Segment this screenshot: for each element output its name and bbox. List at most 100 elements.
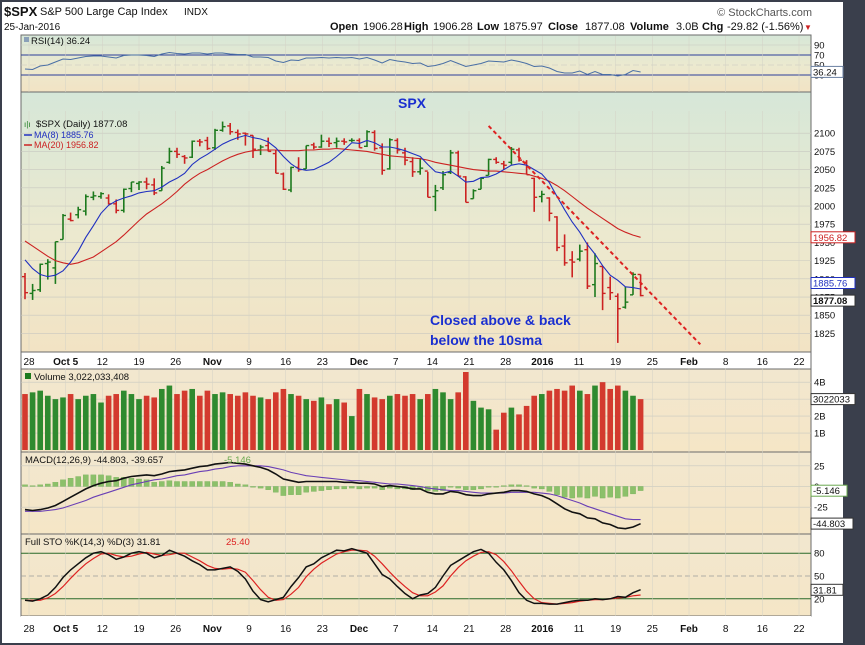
rsi-line — [24, 51, 641, 77]
volume-bar — [227, 394, 233, 450]
x-tick-label: 26 — [170, 357, 182, 368]
macd-histogram-bar — [181, 481, 188, 487]
price-bar — [508, 147, 515, 165]
macd-histogram-bar — [516, 484, 522, 487]
price-bar — [310, 142, 317, 150]
volume-bar — [311, 400, 317, 450]
macd-histogram-bar — [607, 486, 613, 498]
price-bar — [447, 149, 454, 174]
macd-histogram-bar — [349, 486, 355, 489]
price-tick-label: 2050 — [814, 165, 835, 176]
volume-bar — [181, 390, 188, 450]
price-bar — [250, 134, 256, 158]
macd-histogram-bar — [303, 486, 309, 493]
macd-histogram-bar — [113, 477, 119, 487]
price-bar — [424, 170, 431, 198]
volume-bar — [197, 395, 203, 450]
volume-bar — [295, 395, 302, 450]
volume-plot — [22, 372, 644, 450]
x-tick-label: 25 — [647, 624, 659, 635]
volume-bar — [615, 385, 621, 450]
price-legend-main: $SPX (Daily) 1877.08 — [36, 119, 127, 130]
price-bar — [470, 189, 477, 200]
volume-bar — [371, 397, 378, 450]
price-bar — [120, 188, 127, 213]
ma20-value-badge: 1956.82 — [810, 231, 856, 244]
price-tick-label: 2075 — [814, 147, 835, 158]
macd-histogram-bar — [250, 486, 256, 488]
price-bar — [52, 240, 59, 284]
volume-bar — [379, 399, 385, 450]
macd-value-badge: -44.803 — [810, 517, 854, 530]
chart-date: 25-Jan-2016 — [4, 22, 61, 33]
macd-histogram-bar — [257, 486, 264, 489]
macd-hist-badge-text: -5.146 — [813, 486, 840, 497]
price-legend: ı|ı $SPX (Daily) 1877.08 MA(8) 1885.76 M… — [24, 119, 127, 150]
brand-label[interactable]: © StockCharts.com — [717, 7, 812, 19]
volume-bar — [83, 395, 89, 450]
price-bar — [341, 138, 348, 145]
volume-bar — [151, 397, 157, 450]
x-tick-label: 22 — [793, 357, 805, 368]
volume-bar — [409, 394, 416, 450]
macd-histogram-bar — [197, 481, 203, 487]
macd-histogram-bar — [569, 486, 575, 499]
volume-tick-label: 2B — [814, 412, 826, 423]
ma8-line — [24, 134, 641, 290]
macd-histogram-bar — [121, 477, 127, 487]
price-bar — [189, 140, 196, 158]
price-bar — [67, 212, 74, 222]
x-tick-label: 28 — [23, 624, 35, 635]
volume-bar — [242, 392, 249, 450]
price-bar — [280, 172, 287, 190]
volume-bar — [60, 397, 66, 450]
macd-legend: MACD(12,26,9) -44.803, -39.657 -5.146 — [25, 455, 251, 466]
macd-histogram-bar — [288, 486, 294, 495]
macd-histogram-bar — [189, 481, 195, 487]
macd-histogram-bar — [22, 484, 28, 487]
x-tick-label: 11 — [574, 624, 585, 635]
x-tick-label: 2016 — [531, 357, 554, 368]
macd-histogram-bar — [326, 486, 332, 490]
price-bar — [196, 139, 203, 147]
volume-bar — [212, 394, 218, 450]
volume-badge-text: 3022033 — [813, 395, 850, 406]
macd-legend-hist: -5.146 — [224, 455, 251, 466]
price-bar — [607, 276, 614, 300]
macd-histogram-bar — [508, 484, 515, 487]
price-bar — [379, 143, 386, 175]
x-tick-label: 2016 — [531, 624, 554, 635]
macd-histogram-bar — [98, 474, 104, 487]
macd-histogram-bar — [280, 486, 287, 496]
volume-bar — [204, 390, 211, 450]
x-tick-label: Feb — [680, 357, 698, 368]
macd-histogram-bar — [235, 483, 241, 487]
macd-histogram-bar — [128, 478, 135, 487]
volume-legend-text: Volume 3,022,033,408 — [34, 372, 129, 383]
x-tick-label: 7 — [393, 357, 399, 368]
volume-bar — [75, 399, 81, 450]
ohlc-low-value: 1875.97 — [503, 21, 543, 33]
price-bar — [614, 293, 621, 343]
volume-bar — [166, 385, 173, 450]
price-tick-label: 1925 — [814, 256, 835, 267]
price-bar — [546, 197, 553, 222]
volume-bar — [485, 409, 492, 450]
macd-line — [24, 461, 641, 530]
volume-bar — [402, 395, 408, 450]
price-bar — [569, 251, 576, 278]
macd-badge-text: -44.803 — [813, 519, 845, 530]
macd-histogram-bar — [356, 486, 363, 490]
price-bar — [227, 123, 234, 135]
price-bar — [272, 149, 279, 174]
price-bar — [174, 147, 180, 158]
volume-bar — [387, 395, 393, 450]
x-tick-label: Oct 5 — [53, 624, 78, 635]
macd-histogram-bar — [493, 486, 499, 488]
x-tick-label: Dec — [350, 357, 369, 368]
rsi-tick-label: 70 — [814, 51, 825, 62]
ohlc-volume-value: 3.0B — [676, 21, 699, 33]
macd-histogram-bar — [539, 486, 545, 490]
price-bar — [500, 160, 507, 170]
ohlc-close-label: Close — [548, 21, 578, 33]
